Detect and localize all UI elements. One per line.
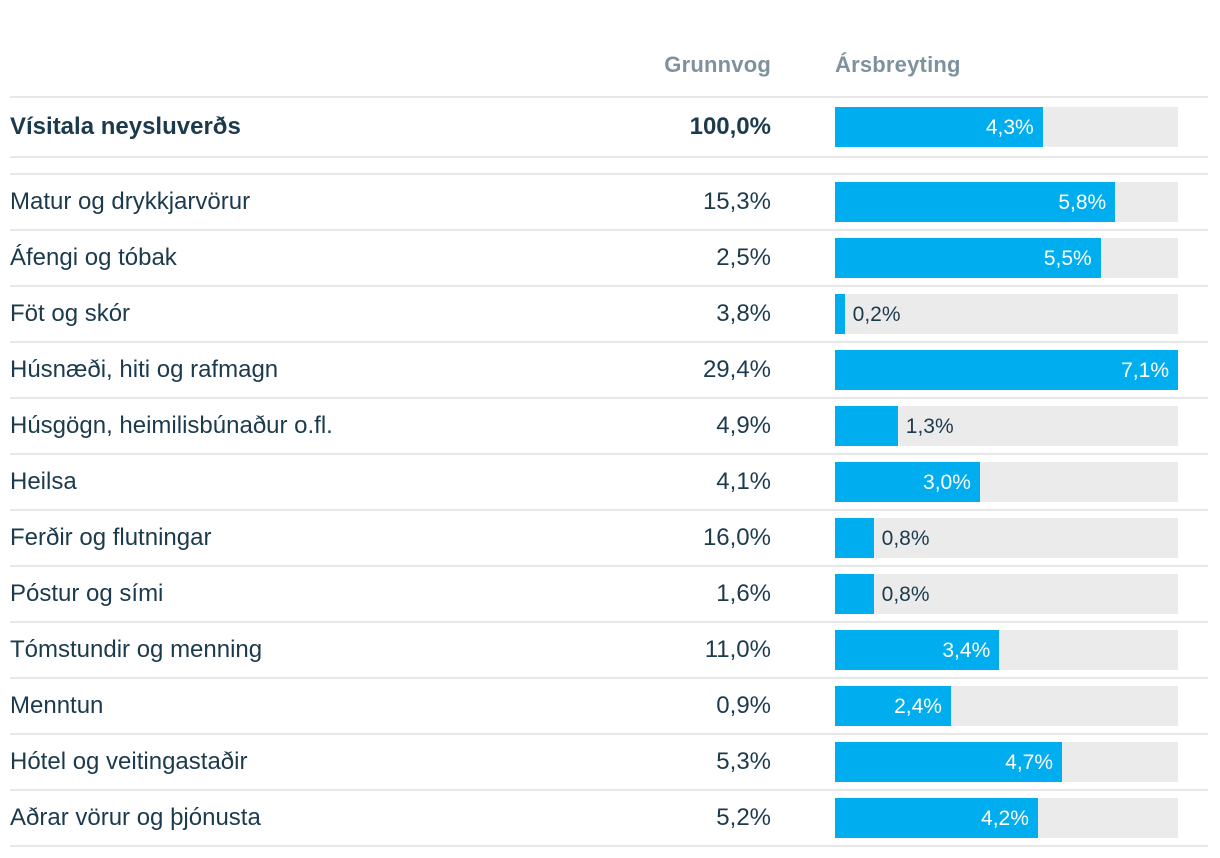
bar-value-label: 4,3% [985,115,1034,139]
table-row: Menntun 0,9% 2,4% [10,677,1208,733]
category-label: Heilsa [10,468,77,496]
bar-fill: 4,3% [835,107,1043,147]
bottom-divider [10,845,1208,847]
weight-value: 4,9% [716,412,771,440]
bar-track: 3,4% [835,630,1178,670]
table-body: Matur og drykkjarvörur 15,3% 5,8% Áfengi… [10,173,1208,845]
bar-track: 0,8% [835,518,1178,558]
weight-value: 11,0% [704,636,771,664]
weight-value: 16,0% [702,524,771,552]
weight-value: 15,3% [702,188,771,216]
bar-track: 4,7% [835,742,1178,782]
table-row: Áfengi og tóbak 2,5% 5,5% [10,229,1208,285]
bar-fill: 5,8% [835,182,1116,222]
bar-track: 4,2% [835,798,1178,838]
weight-value: 5,2% [716,804,771,832]
table-row: Heilsa 4,1% 3,0% [10,453,1208,509]
table-header: Grunnvog Ársbreyting [10,0,1208,96]
table-row: Aðrar vörur og þjónusta 5,2% 4,2% [10,789,1208,845]
category-label: Matur og drykkjarvörur [10,188,251,216]
weight-value: 2,5% [716,244,771,272]
weight-value: 0,9% [716,692,771,720]
bar-fill [835,294,845,334]
bar-value-label: 0,8% [881,582,930,606]
bar-fill: 3,0% [835,462,980,502]
column-header-arsbreyting: Ársbreyting [835,52,961,77]
table-row-total: Vísitala neysluverðs 100,0% 4,3% [10,96,1208,158]
table-row: Húsgögn, heimilisbúnaður o.fl. 4,9% 1,3% [10,397,1208,453]
category-label: Ferðir og flutningar [10,524,212,552]
bar-track: 7,1% [835,350,1178,390]
category-label: Póstur og sími [10,580,164,608]
bar-track: 3,0% [835,462,1178,502]
bar-fill: 4,7% [835,742,1063,782]
weight-value-total: 100,0% [689,113,771,141]
category-label: Föt og skór [10,300,131,328]
weight-value: 5,3% [716,748,771,776]
bar-value-label: 3,0% [923,470,971,494]
bar-fill [835,518,874,558]
bar-track: 4,3% [835,107,1178,147]
table-row: Hótel og veitingastaðir 5,3% 4,7% [10,733,1208,789]
bar-track: 0,8% [835,574,1178,614]
bar-fill: 3,4% [835,630,1000,670]
weight-value: 29,4% [702,356,771,384]
bar-value-label: 4,2% [981,806,1029,830]
table-row: Póstur og sími 1,6% 0,8% [10,565,1208,621]
bar-track: 2,4% [835,686,1178,726]
bar-value-label: 0,8% [881,526,930,550]
bar-value-label: 1,3% [905,414,954,438]
bar-fill: 7,1% [835,350,1178,390]
bar-value-label: 4,7% [1005,750,1054,774]
table-row: Tómstundir og menning 11,0% 3,4% [10,621,1208,677]
column-header-grunnvog: Grunnvog [664,52,771,77]
table-row: Föt og skór 3,8% 0,2% [10,285,1208,341]
bar-value-label: 7,1% [1121,358,1169,382]
table-row: Matur og drykkjarvörur 15,3% 5,8% [10,173,1208,229]
weight-value: 1,6% [716,580,771,608]
bar-value-label: 5,8% [1058,190,1107,214]
table-row: Ferðir og flutningar 16,0% 0,8% [10,509,1208,565]
weight-value: 4,1% [716,468,771,496]
category-label: Tómstundir og menning [10,636,263,664]
section-gap [10,158,1208,173]
bar-track: 5,8% [835,182,1178,222]
category-label: Menntun [10,692,104,720]
bar-value-label: 2,4% [894,694,942,718]
bar-track: 0,2% [835,294,1178,334]
category-label: Húsnæði, hiti og rafmagn [10,356,279,384]
bar-track: 5,5% [835,238,1178,278]
table-row: Húsnæði, hiti og rafmagn 29,4% 7,1% [10,341,1208,397]
category-label: Aðrar vörur og þjónusta [10,804,261,832]
bar-value-label: 3,4% [942,638,991,662]
category-label: Hótel og veitingastaðir [10,748,248,776]
bar-fill: 2,4% [835,686,951,726]
category-label: Áfengi og tóbak [10,244,177,272]
bar-fill: 5,5% [835,238,1101,278]
bar-fill [835,574,874,614]
bar-track: 1,3% [835,406,1178,446]
bar-value-label: 0,2% [852,302,901,326]
category-label: Húsgögn, heimilisbúnaður o.fl. [10,412,333,440]
category-label-total: Vísitala neysluverðs [10,113,241,141]
bar-fill: 4,2% [835,798,1038,838]
weight-value: 3,8% [716,300,771,328]
bar-fill [835,406,898,446]
bar-value-label: 5,5% [1043,246,1092,270]
